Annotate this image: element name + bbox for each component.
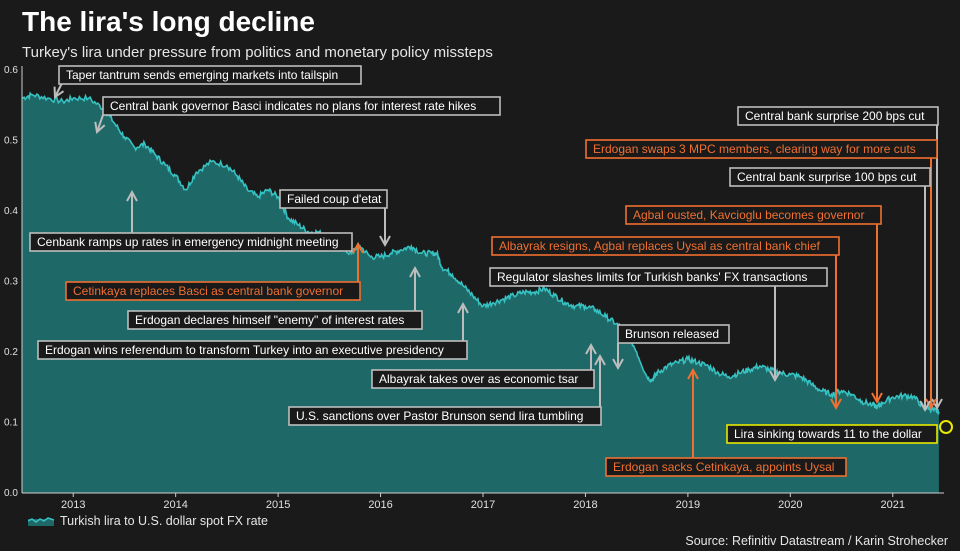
annotation-arrowhead bbox=[919, 400, 931, 413]
annotation-label: U.S. sanctions over Pastor Brunson send … bbox=[296, 409, 583, 423]
annotation-arrowhead bbox=[925, 398, 937, 411]
annotation-label: Taper tantrum sends emerging markets int… bbox=[66, 68, 338, 82]
annotation-arrow bbox=[54, 82, 63, 98]
annotation-label: Agbal ousted, Kavcioglu becomes governor bbox=[633, 208, 864, 222]
series-area bbox=[22, 93, 939, 493]
legend: Turkish lira to U.S. dollar spot FX rate bbox=[28, 514, 268, 528]
annotation-box bbox=[371, 369, 595, 389]
annotation-box bbox=[65, 281, 361, 301]
annotation-arrowhead bbox=[379, 235, 391, 248]
annotation-box bbox=[625, 205, 882, 225]
annotation-arrowhead bbox=[457, 301, 469, 314]
annotation-label: Failed coup d'etat bbox=[287, 192, 382, 206]
annotation-arrowhead bbox=[830, 398, 842, 411]
series-line bbox=[21, 91, 940, 415]
annotation-box bbox=[288, 406, 602, 426]
annotation-box bbox=[29, 232, 353, 252]
annotation-label: Cenbank ramps up rates in emergency midn… bbox=[37, 235, 339, 249]
annotation-box bbox=[729, 167, 931, 187]
legend-label: Turkish lira to U.S. dollar spot FX rate bbox=[60, 514, 268, 528]
annotation-label: Central bank governor Basci indicates no… bbox=[110, 99, 476, 113]
annotation-label: Albayrak takes over as economic tsar bbox=[379, 372, 578, 386]
annotation-label: Lira sinking towards 11 to the dollar bbox=[734, 427, 922, 441]
annotation-label: Erdogan sacks Cetinkaya, appoints Uysal bbox=[613, 460, 834, 474]
annotation-arrowhead bbox=[53, 86, 65, 99]
annotation-arrowhead bbox=[409, 265, 421, 278]
annotation-label: Central bank surprise 100 bps cut bbox=[737, 170, 917, 184]
annotation-label: Albayrak resigns, Agbal replaces Uysal a… bbox=[499, 239, 820, 253]
annotation-label: Brunson released bbox=[625, 327, 719, 341]
annotation-arrowhead bbox=[585, 342, 597, 355]
annotation-box bbox=[737, 106, 939, 126]
y-tick-label: 0.2 bbox=[4, 347, 18, 358]
annotation-arrowhead bbox=[769, 370, 781, 383]
y-tick-label: 0.6 bbox=[4, 65, 18, 76]
annotation-box bbox=[617, 324, 730, 344]
annotation-box bbox=[127, 310, 423, 330]
annotation-arrowhead bbox=[594, 353, 606, 366]
annotation-box bbox=[58, 65, 362, 85]
y-tick-label: 0.1 bbox=[4, 418, 18, 429]
x-tick-label: 2014 bbox=[163, 499, 187, 511]
x-tick-label: 2019 bbox=[676, 499, 700, 511]
y-tick-label: 0.3 bbox=[4, 277, 18, 288]
y-tick-label: 0.4 bbox=[4, 206, 18, 217]
chart-subtitle: Turkey's lira under pressure from politi… bbox=[22, 44, 493, 61]
x-tick-label: 2017 bbox=[471, 499, 495, 511]
annotation-arrowhead bbox=[687, 367, 699, 380]
x-tick-label: 2013 bbox=[61, 499, 85, 511]
annotation-arrowhead bbox=[126, 189, 138, 202]
annotation-label: Erdogan declares himself "enemy" of inte… bbox=[135, 313, 404, 327]
x-tick-label: 2021 bbox=[881, 499, 905, 511]
annotation-arrowhead bbox=[871, 392, 883, 405]
legend-swatch-icon bbox=[28, 517, 54, 526]
annotation-box bbox=[585, 139, 938, 159]
latest-value-marker bbox=[939, 420, 953, 434]
annotation-label: Central bank surprise 200 bps cut bbox=[745, 109, 925, 123]
annotation-label: Cetinkaya replaces Basci as central bank… bbox=[73, 284, 343, 298]
annotation-label: Erdogan wins referendum to transform Tur… bbox=[45, 343, 444, 357]
x-tick-label: 2018 bbox=[573, 499, 597, 511]
annotation-arrowhead bbox=[612, 358, 624, 371]
annotation-box bbox=[102, 96, 501, 116]
annotation-box bbox=[491, 236, 840, 256]
chart-title: The lira's long decline bbox=[22, 6, 315, 37]
annotation-label: Erdogan swaps 3 MPC members, clearing wa… bbox=[593, 142, 916, 156]
annotation-box bbox=[605, 457, 847, 477]
x-tick-label: 2016 bbox=[368, 499, 392, 511]
annotation-arrowhead bbox=[352, 241, 364, 254]
annotation-label: Regulator slashes limits for Turkish ban… bbox=[497, 270, 807, 284]
y-tick-label: 0.0 bbox=[4, 488, 18, 499]
annotation-box bbox=[279, 189, 388, 209]
x-tick-label: 2020 bbox=[778, 499, 802, 511]
annotation-box bbox=[489, 267, 828, 287]
annotation-box bbox=[726, 424, 938, 444]
annotation-arrowhead bbox=[94, 121, 106, 134]
annotation-box bbox=[37, 340, 468, 360]
x-tick-label: 2015 bbox=[266, 499, 290, 511]
source-credit: Source: Refinitiv Datastream / Karin Str… bbox=[685, 534, 948, 548]
y-tick-label: 0.5 bbox=[4, 136, 18, 147]
annotation-arrow bbox=[96, 114, 104, 133]
